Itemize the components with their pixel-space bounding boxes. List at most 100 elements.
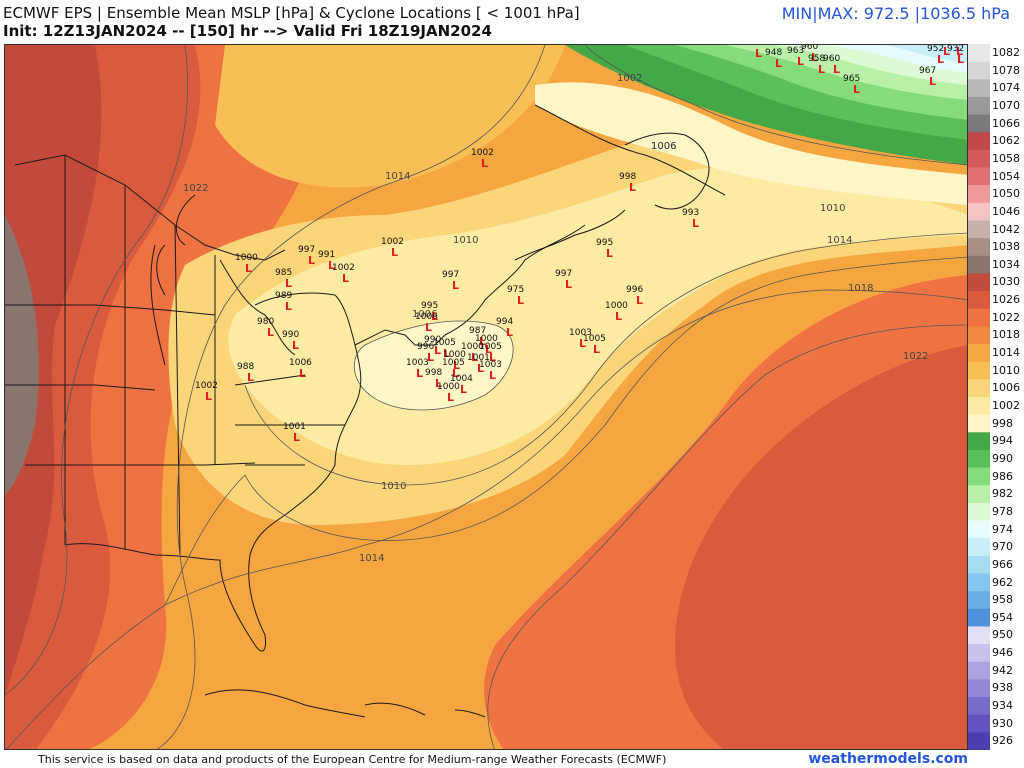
- colorbar-swatch: [968, 485, 990, 504]
- low-symbol-icon: L: [833, 63, 840, 76]
- low-symbol-icon: L: [431, 310, 438, 323]
- colorbar-tick-label: 1038: [992, 240, 1020, 254]
- colorbar-tick-label: 1070: [992, 98, 1020, 112]
- cyclone-pressure-label: 1002: [332, 263, 355, 273]
- colorbar-tick-label: 946: [992, 646, 1013, 660]
- cyclone-marker[interactable]: 947L: [745, 45, 762, 60]
- cyclone-pressure-label: 1003: [569, 328, 592, 338]
- cyclone-pressure-label: 997: [298, 245, 315, 255]
- colorbar-tick-label: 982: [992, 487, 1013, 501]
- colorbar-tick-label: 1062: [992, 134, 1020, 148]
- colorbar-tick-label: 958: [992, 593, 1013, 607]
- cyclone-pressure-label: 975: [507, 285, 524, 295]
- brand-link[interactable]: weathermodels.com: [808, 751, 968, 767]
- colorbar-swatch: [968, 326, 990, 345]
- cyclone-pressure-label: 1002: [471, 148, 494, 158]
- colorbar-swatch: [968, 308, 990, 327]
- cyclone-marker[interactable]: 937L: [946, 45, 963, 58]
- low-symbol-icon: L: [797, 55, 804, 68]
- low-symbol-icon: L: [943, 45, 950, 58]
- isobar-label: 1010: [381, 481, 406, 492]
- colorbar-swatch: [968, 255, 990, 274]
- cyclone-pressure-label: 996: [417, 342, 434, 352]
- ecmwf-credit: This service is based on data and produc…: [38, 753, 667, 766]
- cyclone-pressure-label: 993: [682, 208, 699, 218]
- mslp-map[interactable]: 1022 1014 1010 1006 1002 1006 1010 1014 1018 1022…: [4, 44, 968, 750]
- isobar-lines: [5, 45, 967, 749]
- colorbar-tick-label: 990: [992, 451, 1013, 465]
- isobar-label: 1010: [453, 235, 478, 246]
- colorbar-swatch: [968, 732, 990, 751]
- cyclone-pressure-label: 997: [555, 269, 572, 279]
- cyclone-marker[interactable]: 961L: [933, 45, 950, 58]
- colorbar-tick-label: 1050: [992, 187, 1020, 201]
- colorbar-tick-label: 994: [992, 434, 1013, 448]
- low-symbol-icon: L: [425, 321, 432, 334]
- colorbar-tick-label: 938: [992, 681, 1013, 695]
- colorbar-swatch: [968, 379, 990, 398]
- map-header: ECMWF EPS | Ensemble Mean MSLP [hPa] & C…: [0, 0, 1024, 44]
- fill-1014-north: [215, 45, 565, 188]
- colorbar-tick-label: 1002: [992, 399, 1020, 412]
- low-symbol-icon: L: [342, 272, 349, 285]
- colorbar-swatch: [968, 44, 990, 63]
- cyclone-pressure-label: 960: [823, 54, 840, 64]
- low-symbol-icon: L: [471, 351, 478, 364]
- mslp-map-canvas[interactable]: 1022 1014 1010 1006 1002 1006 1010 1014 1018 1022…: [5, 45, 968, 750]
- low-symbol-icon: L: [416, 367, 423, 380]
- low-symbol-icon: L: [818, 63, 825, 76]
- fill-1002-center: [354, 321, 514, 410]
